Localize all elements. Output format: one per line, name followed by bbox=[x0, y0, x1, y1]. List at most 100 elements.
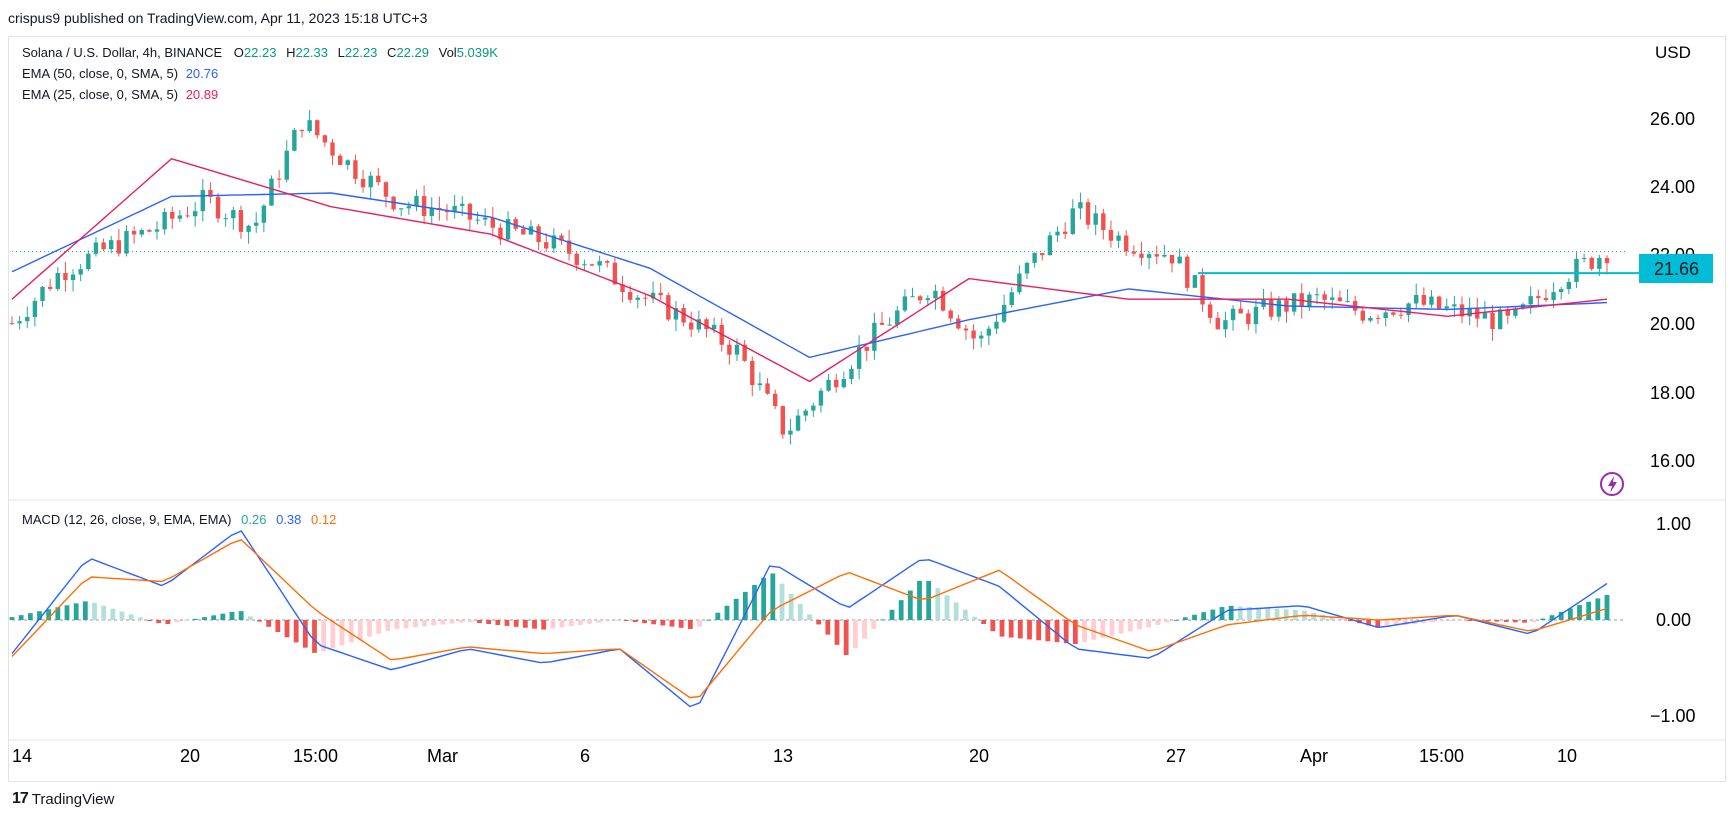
footer-brand[interactable]: 17 TradingView bbox=[12, 790, 114, 808]
macd-histogram-bar bbox=[220, 613, 226, 620]
candle-body bbox=[650, 292, 656, 299]
macd-hist-value: 0.26 bbox=[241, 512, 267, 527]
candle-body bbox=[1223, 320, 1228, 330]
candle-body bbox=[1062, 231, 1068, 234]
macd-histogram-bar bbox=[623, 620, 629, 621]
candle-body bbox=[826, 379, 831, 391]
close-label: C bbox=[387, 45, 397, 60]
price-tick: 16.00 bbox=[1650, 451, 1695, 471]
macd-histogram-bar bbox=[1604, 595, 1610, 620]
macd-histogram-bar bbox=[587, 620, 592, 624]
candle-body bbox=[246, 225, 251, 232]
price-tick: 18.00 bbox=[1650, 383, 1695, 403]
macd-histogram-bar bbox=[1063, 620, 1069, 644]
macd-histogram-bar bbox=[797, 604, 803, 620]
candle-body bbox=[689, 322, 694, 330]
chart-frame[interactable] bbox=[8, 36, 1726, 782]
macd-histogram-bar bbox=[1347, 620, 1353, 622]
candle-body bbox=[544, 242, 549, 249]
macd-histogram-bar bbox=[458, 620, 464, 623]
macd-histogram-bar bbox=[174, 620, 180, 623]
macd-histogram-bar bbox=[1201, 612, 1207, 620]
ema50-label: EMA (50, close, 0, SMA, 5) bbox=[22, 66, 179, 81]
ema50-legend[interactable]: EMA (50, close, 0, SMA, 5) 20.76 bbox=[22, 66, 218, 81]
candle-body bbox=[1269, 299, 1274, 317]
macd-histogram-bar bbox=[807, 614, 812, 620]
macd-histogram-bar bbox=[550, 620, 556, 629]
candle-body bbox=[1391, 312, 1396, 315]
candle-body bbox=[612, 262, 618, 285]
macd-histogram-bar bbox=[953, 602, 959, 620]
candle-body bbox=[849, 368, 854, 380]
macd-tick: 1.00 bbox=[1656, 514, 1691, 534]
close-value: 22.29 bbox=[396, 45, 429, 60]
candle-body bbox=[1276, 300, 1282, 317]
macd-histogram-bar bbox=[1567, 608, 1573, 620]
candle-body bbox=[1154, 254, 1159, 257]
lightning-icon[interactable] bbox=[1600, 472, 1624, 496]
candle-body bbox=[879, 322, 885, 325]
candle-body bbox=[1078, 202, 1083, 209]
macd-label: MACD (12, 26, close, 9, EMA, EMA) bbox=[22, 512, 232, 527]
candle-body bbox=[368, 175, 373, 188]
candle-body bbox=[1459, 304, 1465, 317]
candle-body bbox=[559, 235, 564, 241]
candle-body bbox=[1101, 213, 1106, 231]
ema50-value: 20.76 bbox=[185, 66, 219, 81]
candle-body bbox=[872, 322, 877, 351]
candle-body bbox=[1589, 257, 1594, 269]
macd-histogram-bar bbox=[367, 620, 372, 637]
candle-body bbox=[1185, 256, 1190, 288]
candle-body bbox=[1482, 312, 1488, 319]
candle-body bbox=[1131, 251, 1137, 254]
candle-body bbox=[498, 227, 503, 240]
candle-body bbox=[1207, 304, 1213, 318]
time-label: 20 bbox=[969, 746, 989, 766]
candle-body bbox=[1314, 294, 1320, 296]
macd-histogram-bar bbox=[816, 620, 822, 625]
macd-histogram-bar bbox=[926, 580, 932, 620]
candle-body bbox=[521, 228, 526, 235]
candle-body bbox=[109, 240, 114, 250]
macd-histogram-bar bbox=[55, 607, 61, 620]
macd-histogram-bar bbox=[935, 588, 941, 620]
candle-body bbox=[330, 142, 335, 156]
macd-histogram-bar bbox=[64, 605, 70, 620]
macd-histogram-bar bbox=[183, 620, 189, 621]
macd-histogram-bar bbox=[467, 620, 473, 623]
candle-body bbox=[673, 308, 679, 320]
candle-body bbox=[192, 211, 198, 217]
candle-body bbox=[566, 240, 572, 254]
publisher-line: crispus9 published on TradingView.com, A… bbox=[8, 10, 428, 26]
candle-body bbox=[1116, 235, 1121, 241]
candle-body bbox=[9, 323, 15, 325]
candle-body bbox=[627, 292, 633, 300]
macd-histogram-bar bbox=[137, 617, 143, 620]
candle-body bbox=[1528, 296, 1533, 305]
ema25-label: EMA (25, close, 0, SMA, 5) bbox=[22, 87, 179, 102]
resistance-price-tag bbox=[1639, 254, 1713, 283]
macd-legend[interactable]: MACD (12, 26, close, 9, EMA, EMA) 0.26 0… bbox=[22, 512, 336, 527]
macd-histogram-bar bbox=[1027, 620, 1032, 640]
macd-histogram-bar bbox=[1577, 605, 1582, 620]
macd-histogram-bar bbox=[1402, 620, 1408, 626]
open-label: O bbox=[233, 45, 244, 60]
symbol-legend[interactable]: Solana / U.S. Dollar, 4h, BINANCE O22.23… bbox=[22, 45, 498, 60]
candle-body bbox=[963, 328, 969, 331]
macd-histogram-bar bbox=[1036, 620, 1042, 641]
macd-histogram-bar bbox=[1549, 615, 1555, 620]
ema25-legend[interactable]: EMA (25, close, 0, SMA, 5) 20.89 bbox=[22, 87, 218, 102]
candle-body bbox=[1009, 292, 1014, 305]
macd-histogram-bar bbox=[394, 620, 400, 630]
candle-body bbox=[86, 253, 91, 270]
candle-body bbox=[231, 210, 236, 219]
macd-histogram-bar bbox=[211, 615, 217, 620]
macd-histogram-bar bbox=[1017, 620, 1023, 639]
macd-histogram-bar bbox=[1100, 620, 1106, 638]
vol-label: Vol bbox=[438, 45, 457, 60]
macd-line-value: 0.38 bbox=[276, 512, 302, 527]
macd-histogram-bar bbox=[962, 609, 968, 620]
macd-histogram-bar bbox=[687, 620, 693, 629]
macd-histogram-bar bbox=[642, 620, 647, 624]
